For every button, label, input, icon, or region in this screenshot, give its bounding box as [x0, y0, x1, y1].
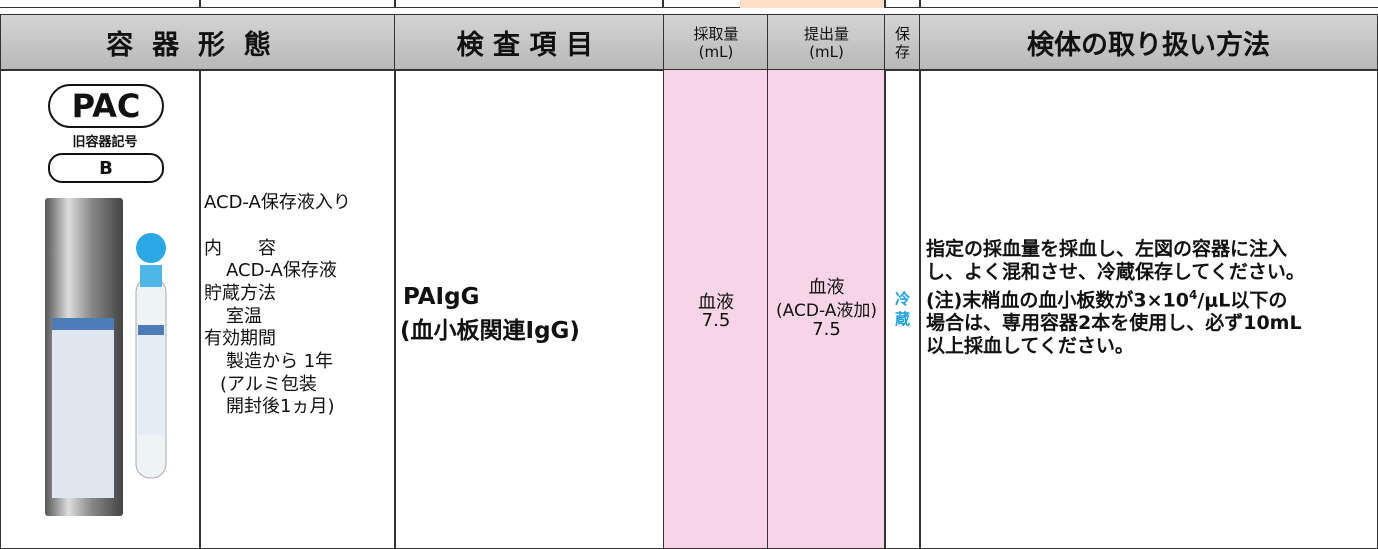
prev-borders — [0, 0, 1378, 8]
container-code: PAC — [48, 84, 164, 128]
text: (mL) — [809, 42, 844, 61]
handling-line: 場合は、専用容器2本を使用し、必ず10mL — [926, 312, 1302, 335]
header-test: 検査項目 — [394, 14, 665, 71]
text: 採取量 — [693, 24, 739, 43]
description: 有効期間 — [204, 328, 276, 349]
collection: 血液 — [698, 292, 734, 313]
text: 提出量 — [803, 24, 849, 43]
superscript: 4 — [1188, 288, 1198, 302]
old-code: B — [48, 153, 164, 183]
description: 開封後1ヵ月) — [226, 396, 335, 417]
handling: 指定の採血量を採血し、左図の容器に注入 し、よく混和させ、冷蔵保存してください。… — [926, 238, 1305, 358]
description: 製造から 1年 — [226, 351, 334, 372]
submission: 7.5 — [812, 319, 841, 340]
handling-line: 指定の採血量を採血し、左図の容器に注入 — [926, 238, 1288, 260]
test-item: (血小板関連IgG) — [400, 318, 580, 344]
text: /μL以下の — [1197, 289, 1288, 312]
text: 保 — [894, 24, 910, 43]
header-handling: 検体の取り扱い方法 — [919, 14, 1378, 71]
collection: 7.5 — [701, 310, 731, 331]
handling-line: し、よく混和させ、冷蔵保存してください。 — [926, 261, 1305, 283]
handling-line: 以上採血してください。 — [926, 335, 1134, 358]
test-item: PAIgG — [403, 284, 480, 310]
description: 室温 — [226, 306, 262, 327]
header-storage: 保存 — [884, 14, 921, 71]
header-collection: 採取量 (mL) — [663, 14, 769, 71]
description: 内 容 — [204, 238, 276, 259]
submission: 血液 — [808, 277, 845, 298]
text: 存 — [894, 42, 910, 61]
handling-line: (注)末梢血の血小板数が3×104/μL以下の — [926, 284, 1305, 312]
description: (アルミ包装 — [220, 374, 317, 395]
header-container: 容器形態 — [0, 14, 396, 71]
text: (mL) — [698, 42, 734, 61]
storage: 冷 — [894, 290, 910, 308]
description: ACD-A保存液入り — [204, 192, 351, 213]
container-image — [45, 198, 167, 516]
old-code-label: 旧容器記号 — [72, 135, 138, 150]
submission: (ACD-A液加) — [776, 301, 877, 321]
header-submission: 提出量 (mL) — [767, 14, 886, 71]
text: (注)末梢血の血小板数が3×10 — [926, 289, 1189, 312]
description: ACD-A保存液 — [226, 260, 337, 281]
cell — [767, 69, 886, 549]
description: 貯蔵方法 — [204, 283, 276, 304]
cell — [663, 69, 769, 549]
storage: 蔵 — [894, 310, 910, 328]
